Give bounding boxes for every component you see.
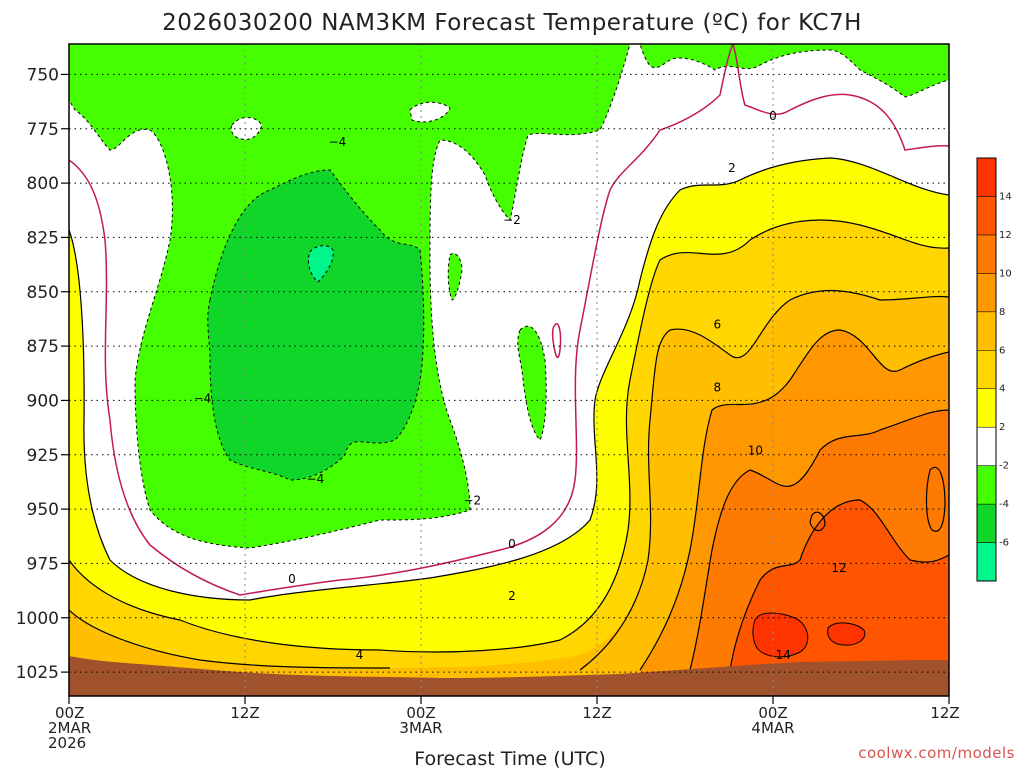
x-tick-label: 2026	[48, 734, 86, 752]
contour-label: 12	[831, 561, 846, 575]
y-tick-label: 1000	[16, 609, 59, 629]
contour-label: 0	[508, 537, 516, 551]
y-tick-label: 850	[27, 283, 59, 303]
y-tick-label: 950	[27, 500, 59, 520]
colorbar-swatch	[976, 503, 997, 543]
contour-label: −4	[307, 472, 325, 486]
contour-label: 0	[769, 109, 777, 123]
colorbar-swatch	[976, 157, 997, 197]
contour-label: 8	[713, 381, 721, 395]
x-tick-label: 12Z	[582, 704, 611, 722]
x-tick-label: 4MAR	[751, 719, 794, 737]
contour-label: 0	[288, 572, 296, 586]
colorbar-label: 8	[999, 307, 1005, 318]
contour-label: 2	[728, 161, 736, 175]
colorbar-label: 10	[999, 268, 1012, 279]
plot-border	[68, 43, 950, 697]
colorbar-swatch	[976, 311, 997, 351]
contour-label: 6	[713, 318, 721, 332]
colorbar-label: 12	[999, 230, 1012, 241]
colorbar-swatch	[976, 465, 997, 505]
x-tick-label: 3MAR	[399, 719, 442, 737]
contour-label: −4	[194, 391, 212, 405]
x-axis-label: Forecast Time (UTC)	[414, 748, 605, 768]
band-14-plus-blob-small	[827, 622, 866, 646]
plot-area	[69, 44, 949, 696]
band-minus6-blob	[307, 245, 334, 283]
colorbar-label: 14	[999, 191, 1012, 202]
x-tick-label: 00Z	[758, 704, 787, 722]
y-tick-label: 925	[27, 446, 59, 466]
colorbar-swatch	[976, 426, 997, 466]
y-tick-label: 750	[27, 65, 59, 85]
warm-hole	[230, 117, 263, 140]
contour-label: −2	[463, 494, 481, 508]
contour-label: −4	[329, 135, 347, 149]
y-tick-label: 1025	[16, 663, 59, 683]
grid-lines	[69, 44, 949, 696]
y-tick-label: 975	[27, 554, 59, 574]
chart-title: 2026030200 NAM3KM Forecast Temperature (…	[162, 10, 862, 36]
y-tick-label: 800	[27, 174, 59, 194]
x-tick-label: 00Z	[55, 704, 84, 722]
x-tick-label: 12Z	[930, 704, 959, 722]
colorbar-label: -4	[999, 499, 1009, 510]
band-minus2-top-right	[639, 44, 949, 98]
colorbar-swatch	[976, 196, 997, 236]
contour-label: 14	[776, 648, 791, 662]
colorbar-label: 6	[999, 345, 1005, 356]
colorbar-label: 4	[999, 384, 1005, 395]
cold-island	[447, 253, 463, 301]
colorbar-label: 2	[999, 422, 1005, 433]
colorbar-swatch	[976, 388, 997, 428]
contour-lines	[69, 157, 949, 671]
colorbar-swatch	[976, 273, 997, 313]
x-tick-label: 12Z	[230, 704, 259, 722]
x-tick-label: 00Z	[406, 704, 435, 722]
contour-label: −2	[503, 213, 521, 227]
band-minus4-minus6	[207, 169, 425, 481]
colorbar-swatch	[976, 350, 997, 389]
contour-label: 2	[508, 589, 516, 603]
colorbar-swatch	[976, 542, 997, 582]
y-tick-label: 900	[27, 391, 59, 411]
contour-label: 10	[748, 444, 763, 458]
zero-contour	[69, 44, 949, 596]
cold-island	[517, 325, 547, 441]
y-axis: 750 775 800 825 850 875 900 925 950 975 1000 1025	[16, 65, 69, 683]
x-tick-label: 2MAR	[48, 719, 91, 737]
warm-hole	[409, 101, 451, 123]
colorbar-swatch	[976, 234, 997, 274]
colorbar-label: -2	[999, 461, 1009, 472]
colorbar-border	[976, 157, 997, 582]
y-tick-label: 825	[27, 228, 59, 248]
y-tick-label: 775	[27, 120, 59, 140]
colorbar: -6 -4 -2 2 4 6 8 10 12 14	[976, 157, 1012, 582]
y-tick-label: 875	[27, 337, 59, 357]
contour-labels: 0 2 −4 −2 6 −4 8 −4 10 −2 0 12 0 2 4 14	[194, 109, 847, 662]
contour-label: 4	[356, 648, 364, 662]
colorbar-label: -6	[999, 538, 1009, 549]
credit-link[interactable]: coolwx.com/models	[858, 744, 1015, 762]
ground-surface	[69, 656, 949, 696]
band-14-plus-blob	[752, 612, 809, 658]
